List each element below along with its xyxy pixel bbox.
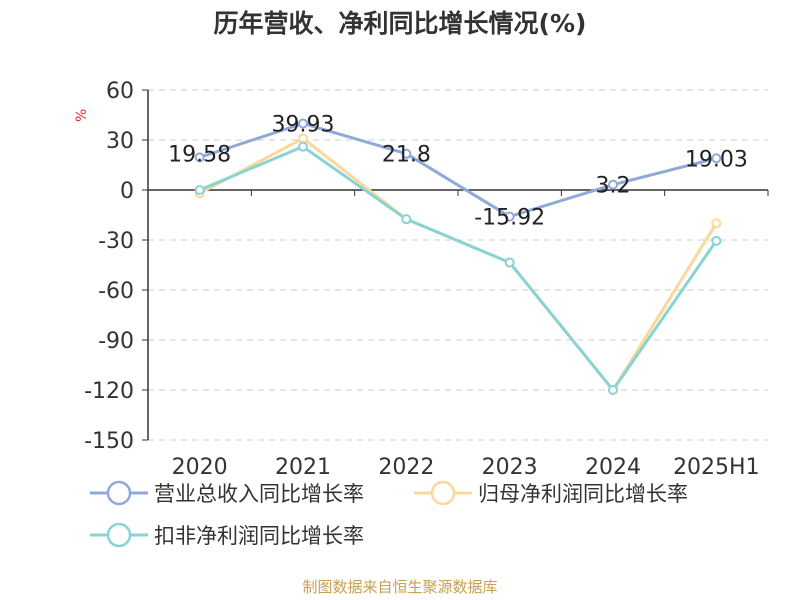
data-point [194, 152, 205, 163]
legend-deducted-profit-icon [90, 522, 148, 548]
series-line-1 [199, 121, 717, 219]
data-point [298, 118, 308, 129]
x-tick-label: 2025H1 [673, 455, 760, 480]
data-label: -15.92 [474, 206, 545, 231]
data-source-note: 制图数据来自恒生聚源数据库 [302, 578, 498, 596]
legend-parent-profit-icon [414, 480, 472, 506]
data-point [504, 257, 515, 268]
series-line-3 [199, 145, 718, 392]
legend-revenue-icon [90, 480, 148, 506]
x-tick-label: 2021 [275, 455, 331, 480]
chart-title: 历年营收、净利同比增长情况(%) [213, 9, 587, 38]
legend-label-parent-profit: 归母净利润同比增长率 [478, 482, 688, 506]
data-point [194, 185, 205, 195]
x-tick-label: 2020 [172, 455, 228, 480]
data-point [608, 179, 618, 190]
y-tick-label: 30 [106, 129, 134, 154]
x-tick-label: 2022 [378, 455, 434, 480]
data-label: 19.03 [685, 147, 748, 172]
y-tick-label: -60 [98, 279, 134, 304]
y-tick-label: -30 [98, 229, 134, 254]
y-tick-label: 60 [106, 79, 134, 104]
data-label: 19.58 [168, 142, 231, 167]
data-point [711, 218, 722, 229]
legend-label-deducted-profit: 扣非净利润同比增长率 [154, 524, 364, 548]
data-point [608, 385, 618, 395]
data-label: 39.93 [272, 112, 335, 137]
data-point [711, 235, 722, 246]
x-tick-label: 2024 [585, 455, 641, 480]
legend-item-deducted-profit[interactable]: 扣非净利润同比增长率 [90, 520, 364, 550]
data-label: 3.2 [596, 174, 631, 199]
data-point [298, 141, 308, 152]
data-point [401, 214, 412, 225]
data-point [401, 148, 412, 159]
data-point [504, 211, 515, 222]
y-tick-label: -120 [84, 379, 134, 404]
legend-item-parent-profit[interactable]: 归母净利润同比增长率 [414, 478, 688, 508]
legend-item-revenue[interactable]: 营业总收入同比增长率 [90, 478, 364, 508]
y-tick-label: 0 [120, 179, 134, 204]
y-tick-label: -90 [98, 329, 134, 354]
y-tick-label: -150 [84, 429, 134, 454]
data-point [711, 153, 722, 164]
x-tick-label: 2023 [482, 455, 538, 480]
data-label: 21.8 [382, 143, 431, 168]
legend-label-revenue: 营业总收入同比增长率 [154, 482, 364, 506]
